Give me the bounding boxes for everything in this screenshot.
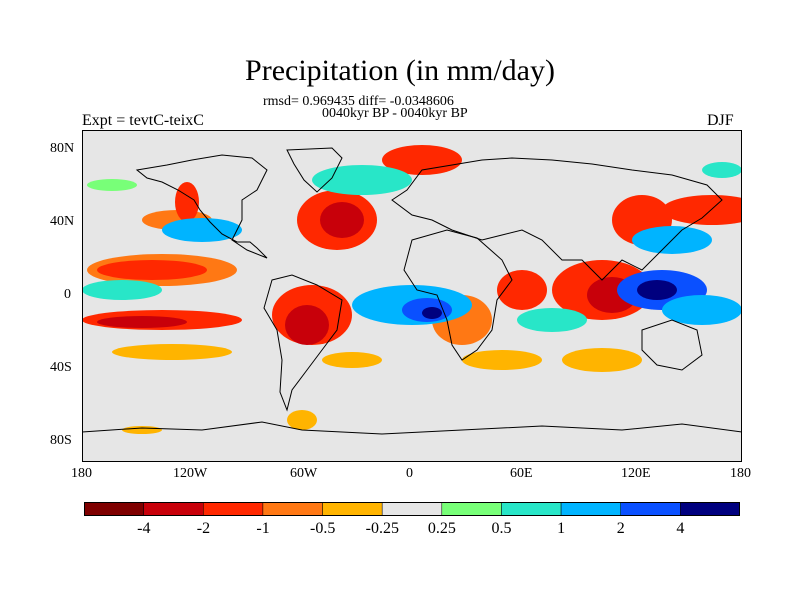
lon-tick-0: 0 [406,466,413,481]
colorbar-label: -1 [256,520,270,537]
lon-tick-120w: 120W [173,466,208,481]
colorbar-frame [84,502,740,516]
experiment-label: Expt = tevtC-teixC [82,112,204,129]
colorbar-box [143,502,204,516]
precipitation-map [82,130,742,462]
colorbar-box [501,502,562,516]
colorbar-box [441,502,502,516]
lat-tick-80s: 80S [50,433,72,448]
lon-tick-180w: 180 [71,466,92,481]
colorbar-label: 1 [557,520,566,537]
map-frame [82,130,742,462]
lat-tick-40n: 40N [50,214,75,229]
colorbar-box [203,502,264,516]
colorbar-label: -2 [196,520,211,537]
lat-tick-0: 0 [64,287,71,302]
colorbar-label: -0.25 [365,520,399,537]
lon-tick-60e: 60E [510,466,533,481]
season-label: DJF [707,112,734,129]
coastlines [82,147,742,435]
precipitation-field [82,145,742,434]
colorbar-box [262,502,323,516]
colorbar-label: 4 [676,520,685,537]
colorbar-label: 0.25 [427,520,456,537]
lat-tick-40s: 40S [50,360,72,375]
lat-tick-80n: 80N [50,141,75,156]
colorbar-label: 2 [616,520,625,537]
colorbar [84,502,740,516]
colorbar-label: -4 [137,520,151,537]
lon-tick-60w: 60W [290,466,318,481]
colorbar-box [322,502,383,516]
stats-line: rmsd= 0.969435 diff= -0.0348606 [263,94,454,109]
colorbar-box [680,502,740,516]
colorbar-box [84,502,144,516]
colorbar-box [620,502,681,516]
colorbar-box [560,502,621,516]
period-line: 0040kyr BP - 0040kyr BP [322,106,468,121]
chart-title: Precipitation (in mm/day) [245,54,555,87]
lon-tick-120e: 120E [621,466,651,481]
colorbar-label: 0.5 [491,520,512,537]
colorbar-label: -0.5 [310,520,336,537]
colorbar-box [381,502,443,516]
lon-tick-180e: 180 [730,466,751,481]
